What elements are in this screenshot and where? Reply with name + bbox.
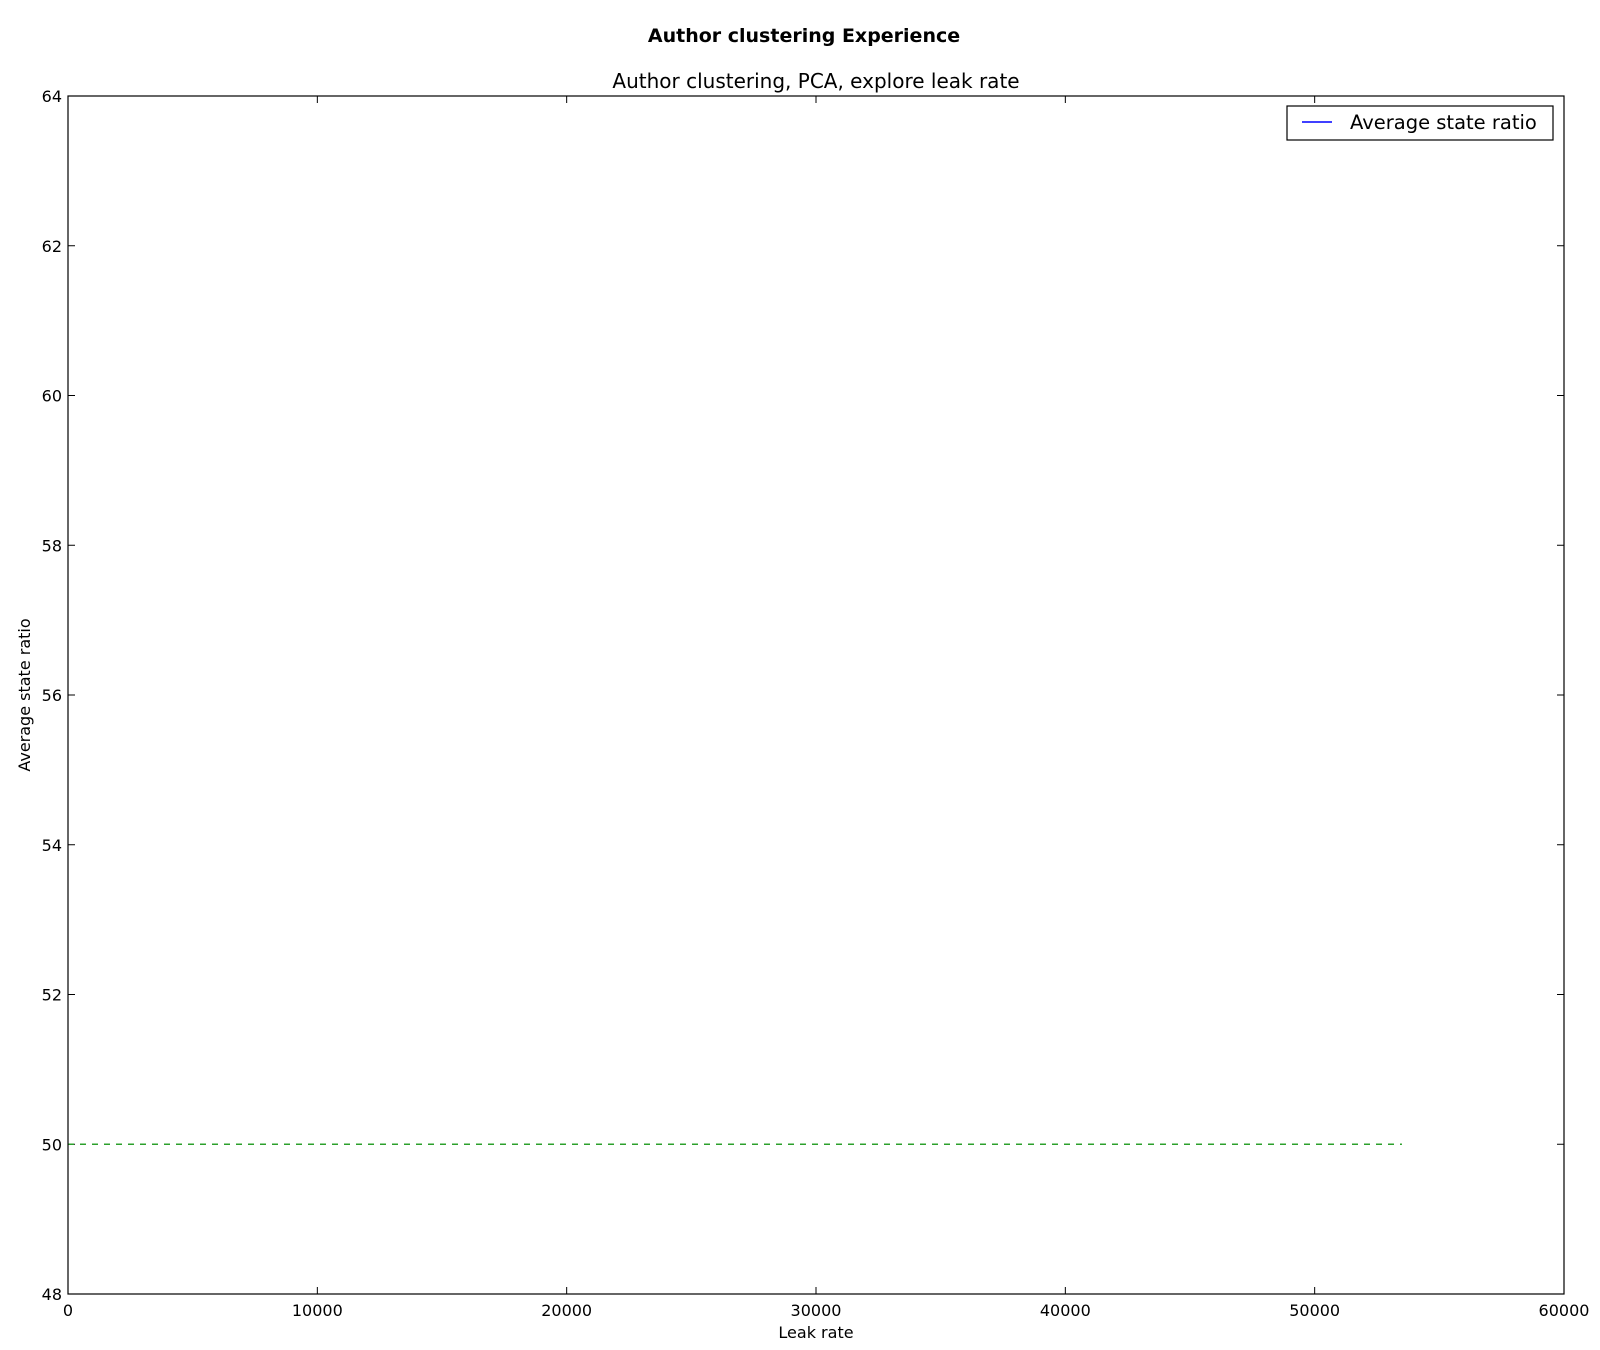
legend: Average state ratio	[1286, 105, 1554, 141]
x-axis-label: Leak rate	[778, 1323, 853, 1342]
x-tick-label: 40000	[1040, 1301, 1091, 1320]
y-tick-label: 56	[42, 686, 62, 705]
y-tick-label: 50	[42, 1135, 62, 1154]
y-axis-label: Average state ratio	[15, 618, 34, 771]
y-tick-label: 64	[42, 87, 62, 106]
x-tick-label: 60000	[1539, 1301, 1590, 1320]
chart-title: Author clustering, PCA, explore leak rat…	[612, 69, 1019, 93]
x-tick-label: 20000	[541, 1301, 592, 1320]
y-tick-label: 48	[42, 1285, 62, 1304]
x-tick-label: 30000	[791, 1301, 842, 1320]
y-tick-label: 58	[42, 536, 62, 555]
plot-frame	[67, 95, 1565, 1295]
x-tick-label: 0	[63, 1301, 73, 1320]
y-tick-label: 60	[42, 387, 62, 406]
chart-suptitle: Author clustering Experience	[648, 25, 960, 47]
y-tick-label: 62	[42, 237, 62, 256]
y-tick-label: 54	[42, 836, 62, 855]
legend-label-average-state-ratio: Average state ratio	[1350, 111, 1537, 134]
x-tick-label: 10000	[292, 1301, 343, 1320]
y-tick-label: 52	[42, 986, 62, 1005]
plot-area: 0 10000 20000 30000 40000 50000 60000 48 50 52 54 5…	[42, 87, 1590, 1320]
x-tick-label: 50000	[1289, 1301, 1340, 1320]
legend-box	[1286, 105, 1554, 141]
